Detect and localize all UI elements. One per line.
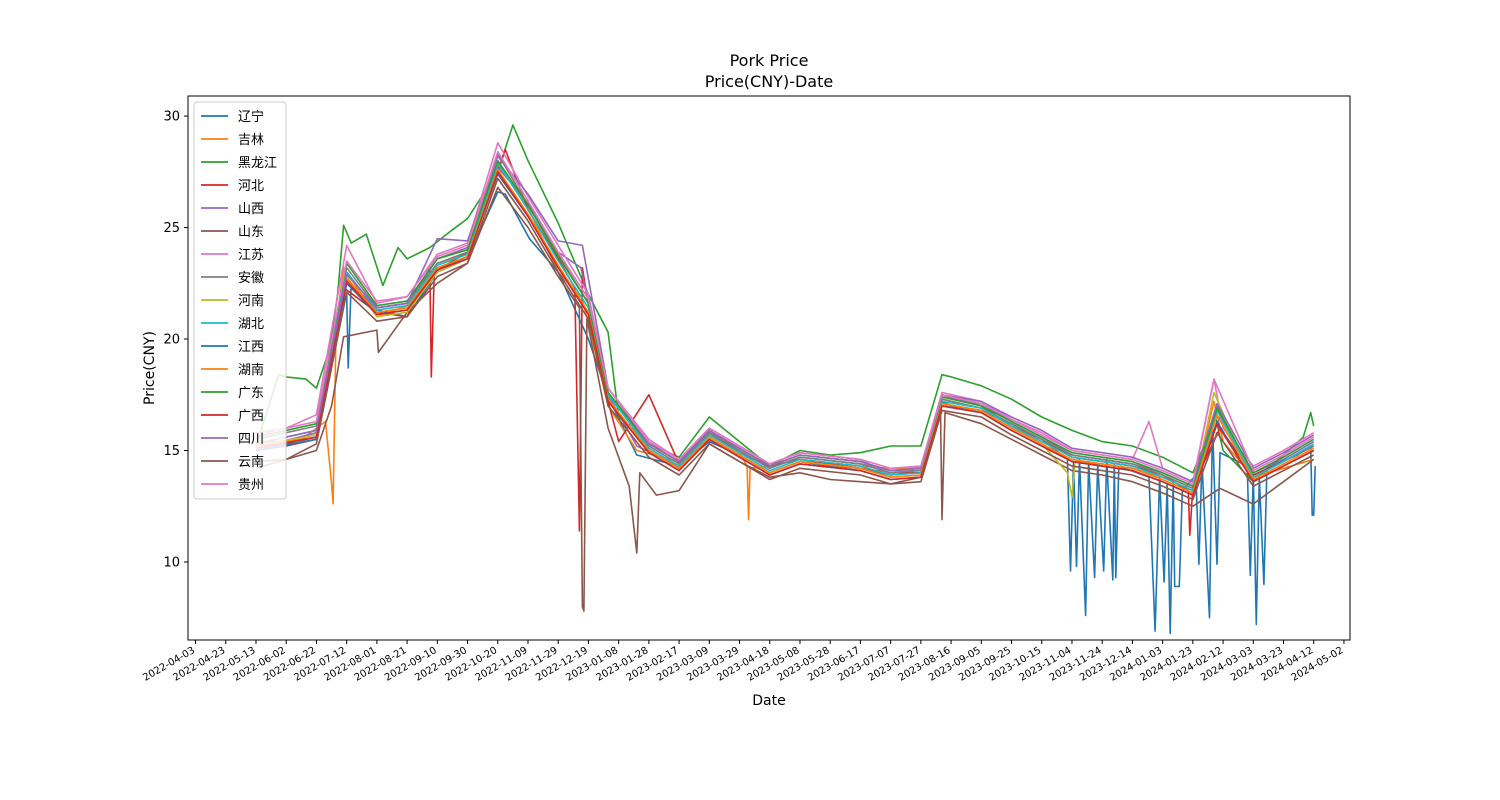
legend-label-16: 贵州 <box>238 478 264 493</box>
series-line-0 <box>255 191 1316 635</box>
series-line-14 <box>255 155 1315 483</box>
series-line-13 <box>255 171 1315 496</box>
series-line-9 <box>255 162 1315 492</box>
y-tick-label-3: 25 <box>163 221 180 236</box>
y-tick-label-2: 20 <box>163 333 180 348</box>
legend-label-14: 四川 <box>238 432 264 447</box>
legend-label-11: 湖南 <box>238 362 264 378</box>
legend-label-2: 黑龙江 <box>238 156 277 171</box>
plot-frame <box>187 95 1351 641</box>
chart-subtitle: Price(CNY)-Date <box>705 72 833 91</box>
series-line-16 <box>255 150 1315 485</box>
series-line-11 <box>255 168 1315 494</box>
series-line-2 <box>255 124 1315 483</box>
legend-label-9: 湖北 <box>238 317 264 332</box>
legend-label-1: 吉林 <box>238 133 264 148</box>
legend-label-3: 河北 <box>238 179 264 194</box>
legend-label-8: 河南 <box>238 293 264 309</box>
y-axis-label: Price(CNY) <box>142 331 158 405</box>
legend-label-13: 广西 <box>238 409 264 424</box>
legend-label-12: 广东 <box>238 386 264 401</box>
x-axis-label: Date <box>752 693 785 709</box>
legend-label-4: 山西 <box>238 202 264 217</box>
chart-title: Pork Price <box>730 51 809 70</box>
y-axis: 10 15 20 25 30 <box>163 110 188 570</box>
legend-label-15: 云南 <box>238 454 264 470</box>
legend-label-10: 江西 <box>238 340 264 355</box>
series-layer <box>255 124 1316 635</box>
y-tick-label-0: 10 <box>163 555 180 570</box>
legend-label-5: 山东 <box>238 225 264 240</box>
legend-frame <box>193 101 287 500</box>
legend-label-6: 江苏 <box>238 247 264 263</box>
y-tick-label-1: 15 <box>163 444 180 459</box>
legend-label-7: 安徽 <box>238 271 264 286</box>
legend-label-0: 辽宁 <box>238 109 264 125</box>
series-line-15 <box>255 177 1315 501</box>
series-line-7 <box>255 153 1315 490</box>
y-tick-label-4: 30 <box>163 110 180 125</box>
